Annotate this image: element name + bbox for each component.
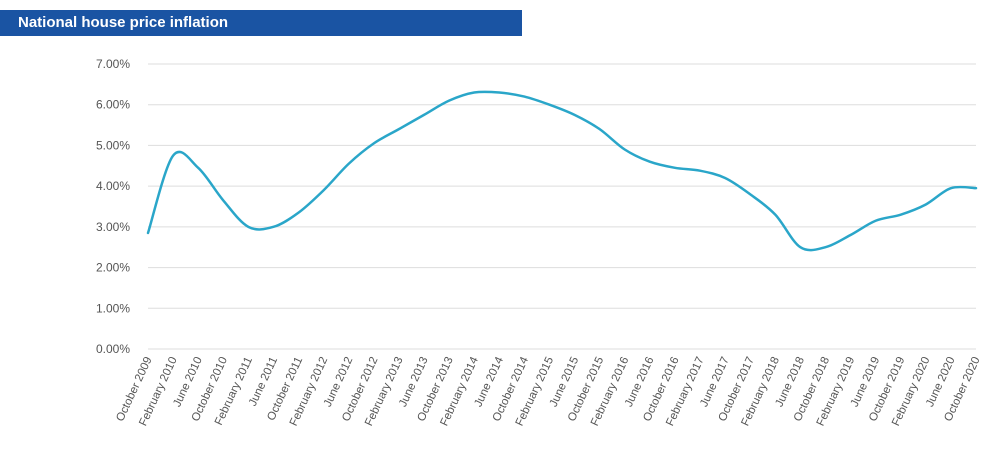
data-point xyxy=(925,203,927,205)
gridlines xyxy=(148,63,976,350)
y-tick-label: 1.00% xyxy=(96,301,130,315)
y-axis-ticks: 0.00% 1.00% 2.00% 3.00% 4.00% 5.00% 6.00% 7.00% xyxy=(96,57,130,356)
y-tick-label: 3.00% xyxy=(96,220,130,234)
data-point xyxy=(824,246,826,248)
data-point xyxy=(247,226,249,228)
data-point xyxy=(272,226,274,228)
data-point xyxy=(222,199,224,201)
data-point xyxy=(373,142,375,144)
y-tick-label: 7.00% xyxy=(96,57,130,71)
y-tick-label: 5.00% xyxy=(96,138,130,152)
data-point xyxy=(398,128,400,130)
data-point xyxy=(147,232,149,234)
data-point xyxy=(423,114,425,116)
data-point xyxy=(548,104,550,106)
data-point xyxy=(950,187,952,189)
data-point xyxy=(598,128,600,130)
data-point xyxy=(573,114,575,116)
chart-title: National house price inflation xyxy=(0,10,522,36)
data-point xyxy=(900,213,902,215)
data-point xyxy=(473,91,475,93)
data-point xyxy=(197,167,199,169)
data-point xyxy=(649,161,651,163)
data-points xyxy=(147,91,977,248)
data-point xyxy=(322,189,324,191)
data-point xyxy=(699,169,701,171)
data-point xyxy=(674,167,676,169)
data-point xyxy=(297,211,299,213)
data-point xyxy=(774,213,776,215)
data-point xyxy=(749,193,751,195)
data-point xyxy=(448,99,450,101)
data-point xyxy=(975,187,977,189)
y-tick-label: 6.00% xyxy=(96,98,130,112)
data-point xyxy=(849,234,851,236)
data-point xyxy=(523,95,525,97)
data-point xyxy=(172,154,174,156)
series-line xyxy=(146,90,978,252)
y-tick-label: 2.00% xyxy=(96,261,130,275)
y-tick-label: 0.00% xyxy=(96,342,130,356)
data-point xyxy=(799,246,801,248)
data-point xyxy=(348,163,350,165)
data-point xyxy=(624,148,626,150)
data-point xyxy=(874,220,876,222)
y-tick-label: 4.00% xyxy=(96,179,130,193)
data-point xyxy=(498,91,500,93)
data-point xyxy=(724,177,726,179)
